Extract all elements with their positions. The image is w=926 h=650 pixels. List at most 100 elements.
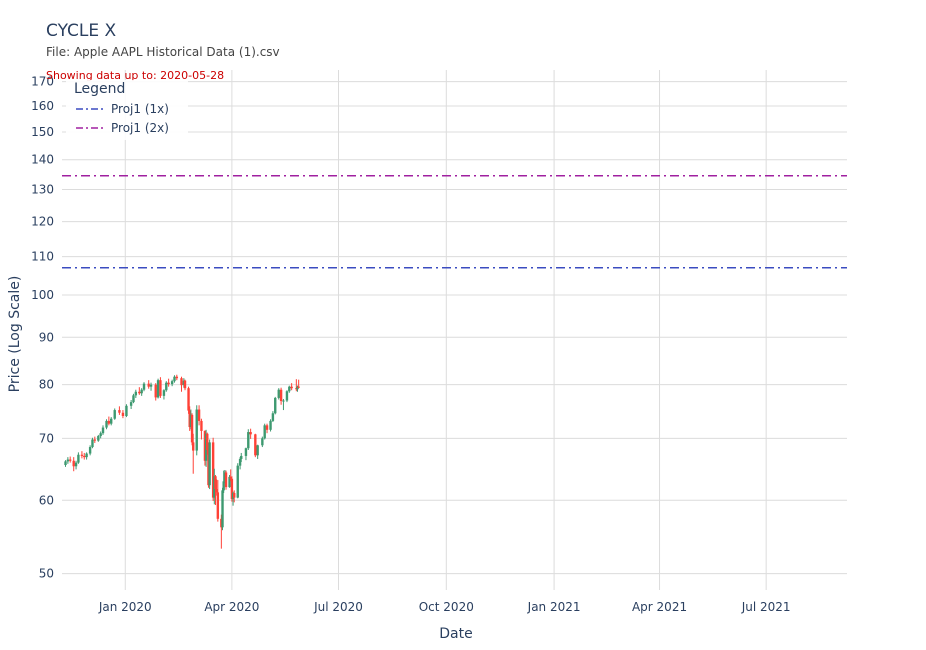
candle-body <box>256 445 259 456</box>
legend-item-proj1-1x[interactable]: Proj1 (1x) <box>76 102 169 116</box>
candle <box>192 433 195 474</box>
candle-body <box>200 420 203 431</box>
candle <box>167 378 170 387</box>
candle <box>121 410 125 419</box>
candle <box>175 374 179 381</box>
candle-body <box>147 383 150 387</box>
candle <box>118 406 121 415</box>
candle <box>277 388 280 400</box>
candle-body <box>118 410 121 413</box>
gridlines <box>62 70 847 590</box>
candle-body <box>154 384 157 398</box>
candle <box>101 425 105 435</box>
candle-body <box>216 492 220 519</box>
candle-body <box>77 454 80 463</box>
candle <box>254 433 257 458</box>
candle-body <box>271 413 275 421</box>
candle-body <box>221 490 224 528</box>
candle <box>69 456 72 463</box>
candle <box>142 382 146 392</box>
legend-item-proj1-2x[interactable]: Proj1 (2x) <box>76 121 169 135</box>
candle <box>77 452 80 464</box>
candle <box>236 463 239 499</box>
candle <box>208 439 211 490</box>
candle <box>173 375 176 383</box>
candle <box>165 381 168 392</box>
candle-body <box>66 459 70 462</box>
candle-body <box>110 418 113 424</box>
candle-body <box>170 381 174 385</box>
candle-body <box>297 386 300 388</box>
candle-body <box>244 448 248 456</box>
candle-body <box>64 461 67 466</box>
candle <box>113 408 116 420</box>
y-tick-label: 120 <box>31 215 54 229</box>
candle <box>107 416 111 426</box>
candle-body <box>229 476 232 479</box>
candle <box>244 447 248 461</box>
candle-body <box>279 389 283 402</box>
legend-title: Legend <box>74 81 125 97</box>
candle-body <box>236 465 239 498</box>
legend[interactable]: Legend Proj1 (1x) Proj1 (2x) <box>66 80 188 140</box>
y-tick-label: 100 <box>31 288 54 302</box>
candle-body <box>85 453 88 458</box>
candle-body <box>222 481 225 491</box>
candle <box>156 378 160 399</box>
candle <box>261 436 264 448</box>
candle-body <box>80 454 84 456</box>
candle-body <box>187 388 190 411</box>
candle-body <box>69 459 72 461</box>
candle-body <box>167 382 170 385</box>
candle <box>72 457 75 472</box>
x-tick-label: Jul 2021 <box>741 600 791 614</box>
candle <box>282 398 285 411</box>
candle <box>290 383 293 391</box>
y-tick-label: 80 <box>39 378 54 392</box>
x-tick-label: Jan 2021 <box>527 600 581 614</box>
candle <box>80 451 84 459</box>
candle-body <box>233 492 236 498</box>
candle <box>269 419 272 432</box>
candle-body <box>240 455 243 459</box>
candle-body <box>269 420 272 430</box>
candle <box>238 457 242 470</box>
x-axis-ticks: Jan 2020 Apr 2020 Jul 2020 Oct 2020 Jan 2021… <box>98 600 791 614</box>
candle <box>265 423 269 434</box>
chart-subtitle: File: Apple AAPL Historical Data (1).csv <box>46 45 280 59</box>
data-cutoff-note: Showing data up to: 2020-05-28 <box>46 69 224 82</box>
y-tick-label: 130 <box>31 182 54 196</box>
candle-body <box>263 425 266 439</box>
candle-body <box>74 462 78 467</box>
x-tick-label: Apr 2021 <box>632 600 687 614</box>
x-axis-title: Date <box>439 626 472 642</box>
candle <box>224 470 228 490</box>
y-tick-label: 150 <box>31 125 54 139</box>
candle-body <box>285 391 289 401</box>
candle <box>195 405 198 456</box>
candle-body <box>142 383 146 390</box>
candle-body <box>97 436 100 441</box>
candle <box>149 382 153 391</box>
candle-body <box>113 410 116 419</box>
candle-body <box>165 382 168 391</box>
candle-body <box>208 442 211 486</box>
candle <box>183 379 187 391</box>
candle-body <box>175 376 179 379</box>
candle-body <box>93 439 97 441</box>
chart-title: CYCLE X <box>46 21 117 41</box>
candle <box>110 417 113 426</box>
candle-body <box>99 433 102 437</box>
candle-body <box>140 389 143 394</box>
candle-body <box>180 378 183 386</box>
candle <box>216 480 220 522</box>
candle <box>247 429 250 450</box>
legend-label-proj1-1x: Proj1 (1x) <box>111 102 169 116</box>
candle <box>83 452 86 460</box>
candle-body <box>91 439 94 448</box>
y-tick-label: 60 <box>39 493 54 507</box>
y-tick-label: 140 <box>31 153 54 167</box>
candle-body <box>215 489 218 493</box>
legend-background <box>66 80 188 140</box>
